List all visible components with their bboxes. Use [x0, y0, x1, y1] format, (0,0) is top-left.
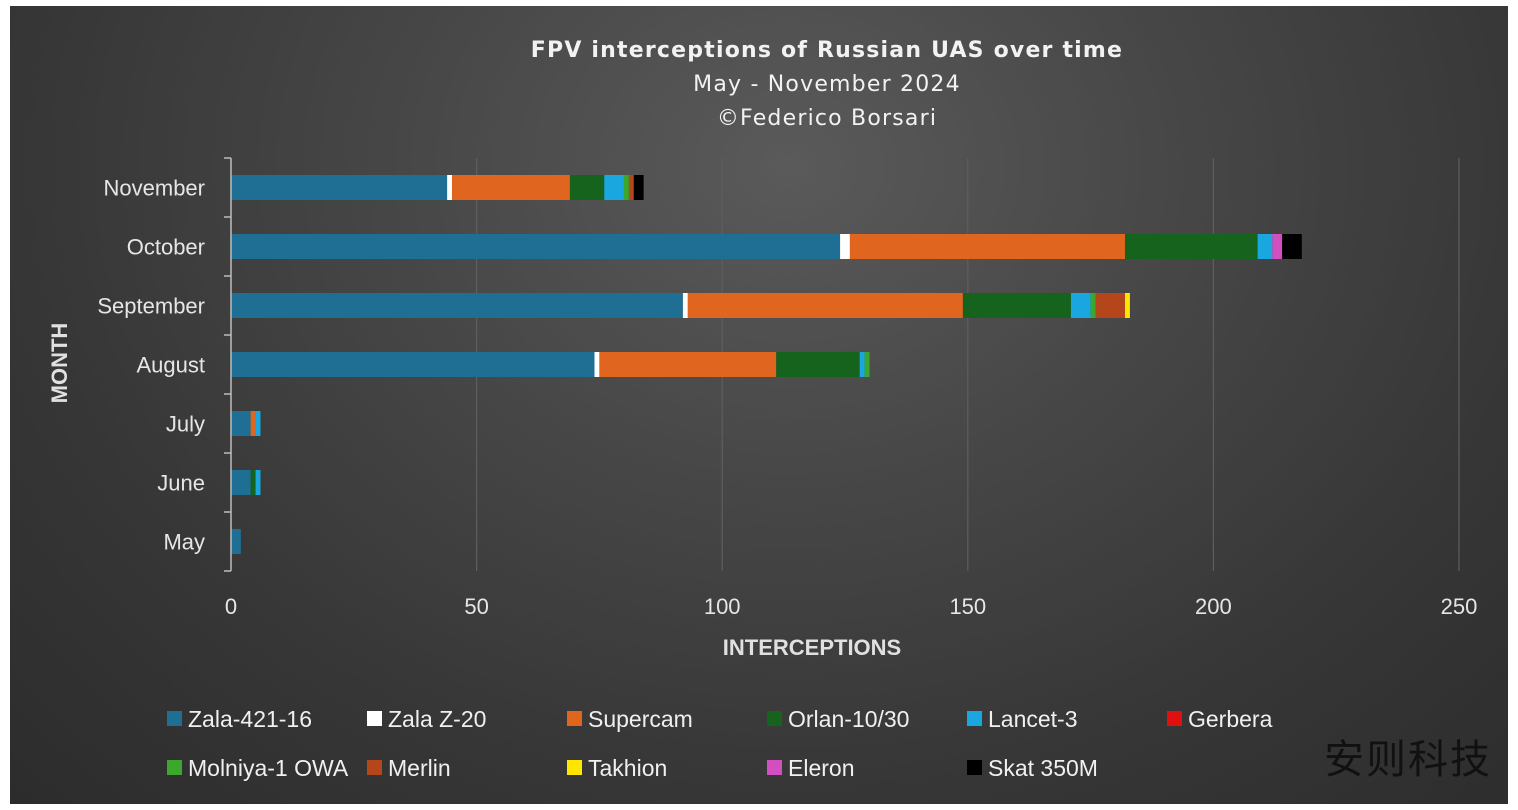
y-tick-label: October	[127, 235, 205, 260]
y-tick-label: July	[166, 412, 205, 437]
legend-swatch	[567, 760, 582, 775]
bar-segment	[1095, 293, 1125, 318]
legend-swatch	[567, 711, 582, 726]
bar-segment	[859, 352, 865, 377]
legend-label: Molniya-1 OWA	[188, 755, 349, 781]
bar-segment	[255, 470, 261, 495]
bar-segment	[1124, 234, 1258, 259]
y-tick-label: August	[137, 353, 206, 378]
bar-segment	[864, 352, 870, 377]
legend-label: Supercam	[588, 706, 693, 732]
legend-swatch	[167, 760, 182, 775]
bar-segment	[604, 175, 624, 200]
bar-segment	[849, 234, 1125, 259]
chart-subtitle: May - November 2024	[693, 72, 961, 97]
legend-swatch	[767, 760, 782, 775]
bar-segment	[840, 234, 850, 259]
bar-segment	[569, 175, 605, 200]
legend-label: Zala Z-20	[388, 706, 486, 732]
legend-swatch	[167, 711, 182, 726]
bar-segment	[623, 175, 629, 200]
y-tick-label: June	[157, 471, 205, 496]
bar-segment	[776, 352, 860, 377]
bar-segment	[962, 293, 1071, 318]
x-axis: 0 50 100 150 200 250	[225, 594, 1477, 619]
legend-label: Eleron	[788, 755, 854, 781]
bar-segment	[682, 293, 688, 318]
bar-segment	[1090, 293, 1096, 318]
bar-segment	[1257, 234, 1273, 259]
bar-segment	[633, 175, 644, 200]
bar-segment	[231, 529, 241, 554]
legend-swatch	[967, 760, 982, 775]
legend-label: Skat 350M	[988, 755, 1098, 781]
x-tick-label: 50	[464, 594, 488, 619]
legend-swatch	[367, 711, 382, 726]
legend-label: Lancet-3	[988, 706, 1078, 732]
bar-segment	[1272, 234, 1283, 259]
legend-swatch	[967, 711, 982, 726]
legend-swatch	[767, 711, 782, 726]
bar-segment	[255, 411, 261, 436]
legend: Zala-421-16 Zala Z-20 Supercam Orlan-10/30 L…	[167, 706, 1273, 781]
x-tick-label: 100	[704, 594, 741, 619]
legend-label: Orlan-10/30	[788, 706, 909, 732]
bar-segment	[231, 175, 448, 200]
chart-title: FPV interceptions of Russian UAS over ti…	[531, 38, 1123, 63]
bar-segment	[628, 175, 634, 200]
watermark: 安则科技	[1324, 737, 1492, 783]
legend-label: Zala-421-16	[188, 706, 312, 732]
bar-segment	[231, 234, 841, 259]
x-tick-label: 150	[949, 594, 986, 619]
bar-segment	[1070, 293, 1091, 318]
bar-segment	[231, 352, 595, 377]
y-axis: May June July August September October Novembe…	[97, 157, 232, 572]
y-tick-label: November	[104, 176, 205, 201]
legend-swatch	[1167, 711, 1182, 726]
legend-label: Gerbera	[1188, 706, 1273, 732]
bar-segment	[599, 352, 777, 377]
bars	[231, 175, 1302, 554]
bar-segment	[231, 293, 683, 318]
chart-credit: ©Federico Borsari	[717, 106, 937, 131]
x-axis-title: INTERCEPTIONS	[723, 635, 901, 660]
y-tick-label: September	[97, 294, 205, 319]
y-axis-title: MONTH	[47, 323, 72, 404]
bar-segment	[1124, 293, 1130, 318]
bar-segment	[250, 411, 256, 436]
bar-segment	[231, 411, 251, 436]
bar-segment	[1282, 234, 1302, 259]
bar-segment	[594, 352, 600, 377]
chart-background	[10, 6, 1508, 804]
legend-label: Takhion	[588, 755, 667, 781]
bar-segment	[447, 175, 453, 200]
x-tick-label: 250	[1441, 594, 1478, 619]
bar-segment	[250, 470, 256, 495]
bar-segment	[687, 293, 963, 318]
bar-segment	[452, 175, 570, 200]
bar-segment	[231, 470, 251, 495]
x-tick-label: 200	[1195, 594, 1232, 619]
legend-label: Merlin	[388, 755, 451, 781]
x-tick-label: 0	[225, 594, 237, 619]
legend-swatch	[367, 760, 382, 775]
y-tick-label: May	[163, 530, 205, 555]
